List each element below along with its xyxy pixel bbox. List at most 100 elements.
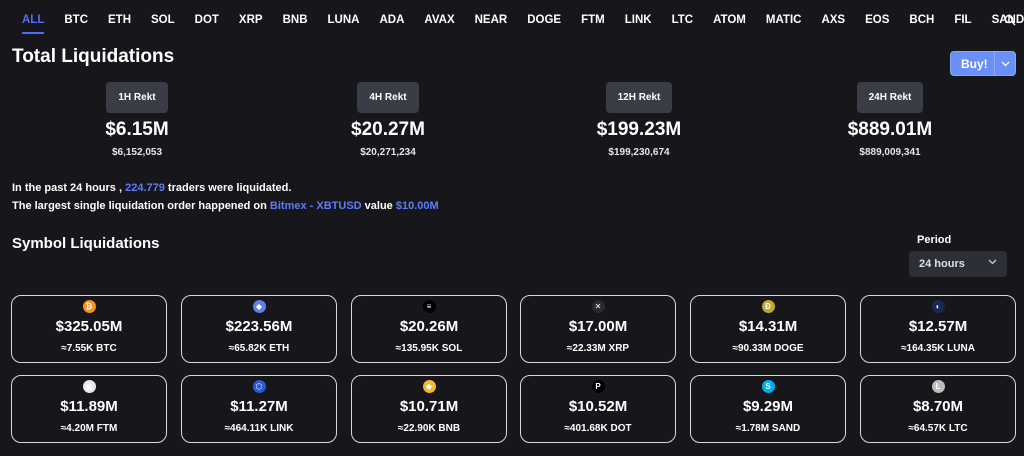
tab-eos[interactable]: EOS bbox=[865, 14, 890, 26]
tab-sand[interactable]: SAND bbox=[991, 14, 1024, 26]
liquidation-card[interactable]: ◐ $12.57M ≈164.35K LUNA bbox=[860, 295, 1016, 363]
tab-ftm[interactable]: FTM bbox=[581, 14, 605, 26]
tab-ltc[interactable]: LTC bbox=[671, 14, 694, 26]
traders-liquidated-text: In the past 24 hours , 224.779 traders w… bbox=[12, 182, 291, 194]
card-quantity: ≈22.90K BNB bbox=[397, 423, 461, 434]
tab-matic[interactable]: MATIC bbox=[765, 14, 802, 26]
section-title: Symbol Liquidations bbox=[12, 235, 160, 252]
largest-order-value: $10.00M bbox=[395, 200, 439, 212]
buy-button-label: Buy! bbox=[961, 56, 988, 71]
traders-count: 224.779 bbox=[125, 182, 165, 194]
tab-eth[interactable]: ETH bbox=[108, 14, 131, 26]
luna-icon: ◐ bbox=[931, 300, 945, 313]
rekt-period-label: 24H Rekt bbox=[856, 82, 924, 113]
tab-xrp[interactable]: XRP bbox=[238, 14, 263, 26]
largest-liquidation-text: The largest single liquidation order hap… bbox=[12, 200, 439, 212]
card-amount: $11.27M bbox=[230, 398, 288, 415]
rekt-period-label: 4H Rekt bbox=[357, 82, 419, 113]
bitcoin-icon: ₿ bbox=[82, 300, 96, 313]
period-select[interactable]: 24 hours bbox=[909, 251, 1007, 277]
ethereum-icon: ◆ bbox=[252, 300, 266, 313]
search-icon[interactable] bbox=[1004, 14, 1016, 26]
info-line2-mid: value bbox=[364, 200, 393, 212]
tab-atom[interactable]: ATOM bbox=[713, 14, 746, 26]
card-amount: $20.26M bbox=[399, 318, 459, 335]
rekt-amount: $6.15M bbox=[105, 119, 169, 140]
period-value: 24 hours bbox=[919, 258, 965, 270]
card-quantity: ≈4.20M FTM bbox=[60, 423, 118, 434]
rekt-1h: 1H Rekt $6.15M $6,152,053 bbox=[57, 82, 217, 158]
chevron-down-icon[interactable] bbox=[995, 61, 1015, 67]
liquidation-card[interactable]: P $10.52M ≈401.68K DOT bbox=[520, 375, 676, 443]
dogecoin-icon: Ð bbox=[761, 300, 775, 313]
card-amount: $325.05M bbox=[55, 318, 123, 335]
rekt-exact: $6,152,053 bbox=[111, 147, 163, 158]
fantom-icon: ▣ bbox=[82, 380, 96, 393]
tab-bch[interactable]: BCH bbox=[909, 14, 935, 26]
period-label: Period bbox=[917, 234, 952, 246]
card-amount: $12.57M bbox=[908, 318, 968, 335]
card-amount: $10.52M bbox=[568, 398, 628, 415]
coin-tabs: ALL BTC ETH SOL DOT XRP BNB LUNA ADA AVA… bbox=[0, 0, 1024, 40]
tab-fil[interactable]: FIL bbox=[954, 14, 972, 26]
tab-axs[interactable]: AXS bbox=[821, 14, 846, 26]
info-line1-suffix: traders were liquidated. bbox=[167, 182, 292, 194]
rekt-exact: $199,230,674 bbox=[608, 147, 670, 158]
card-amount: $10.71M bbox=[399, 398, 459, 415]
liquidation-card[interactable]: Ð $14.31M ≈90.33M DOGE bbox=[690, 295, 846, 363]
rekt-12h: 12H Rekt $199.23M $199,230,674 bbox=[559, 82, 719, 158]
liquidation-card[interactable]: ✕ $17.00M ≈22.33M XRP bbox=[520, 295, 676, 363]
litecoin-icon: Ł bbox=[931, 380, 945, 393]
liquidation-card[interactable]: ⬡ $11.27M ≈464.11K LINK bbox=[181, 375, 337, 443]
liquidation-card[interactable]: ◆ $223.56M ≈65.82K ETH bbox=[181, 295, 337, 363]
info-line2-prefix: The largest single liquidation order hap… bbox=[12, 200, 267, 212]
buy-button[interactable]: Buy! bbox=[950, 51, 1016, 76]
solana-icon: ≡ bbox=[422, 300, 436, 313]
card-quantity: ≈164.35K LUNA bbox=[901, 343, 975, 354]
liquidation-card[interactable]: Ł $8.70M ≈64.57K LTC bbox=[860, 375, 1016, 443]
liquidation-card[interactable]: ◆ $10.71M ≈22.90K BNB bbox=[351, 375, 507, 443]
bnb-icon: ◆ bbox=[422, 380, 436, 393]
card-amount: $14.31M bbox=[738, 318, 798, 335]
card-quantity: ≈64.57K LTC bbox=[908, 423, 968, 434]
buy-button-divider bbox=[994, 51, 995, 76]
card-amount: $8.70M bbox=[912, 398, 964, 415]
rekt-amount: $889.01M bbox=[847, 119, 933, 140]
card-quantity: ≈464.11K LINK bbox=[224, 423, 294, 434]
xrp-icon: ✕ bbox=[591, 300, 605, 313]
card-quantity: ≈1.78M SAND bbox=[735, 423, 801, 434]
card-quantity: ≈135.95K SOL bbox=[395, 343, 463, 354]
chevron-down-icon bbox=[988, 259, 997, 265]
liquidation-card[interactable]: ≡ $20.26M ≈135.95K SOL bbox=[351, 295, 507, 363]
info-line1-prefix: In the past 24 hours , bbox=[12, 182, 123, 194]
rekt-4h: 4H Rekt $20.27M $20,271,234 bbox=[308, 82, 468, 158]
card-quantity: ≈7.55K BTC bbox=[61, 343, 117, 354]
sandbox-icon: S bbox=[761, 380, 775, 393]
exchange-link[interactable]: Bitmex - XBTUSD bbox=[269, 200, 362, 212]
tab-all[interactable]: ALL bbox=[12, 0, 54, 40]
rekt-period-label: 1H Rekt bbox=[106, 82, 168, 113]
tab-sol[interactable]: SOL bbox=[151, 14, 175, 26]
rekt-period-label: 12H Rekt bbox=[605, 82, 673, 113]
tab-avax[interactable]: AVAX bbox=[424, 14, 455, 26]
tab-dot[interactable]: DOT bbox=[194, 14, 219, 26]
card-amount: $9.29M bbox=[742, 398, 794, 415]
card-quantity: ≈22.33M XRP bbox=[566, 343, 630, 354]
liquidation-card[interactable]: ▣ $11.89M ≈4.20M FTM bbox=[11, 375, 167, 443]
liquidation-card[interactable]: ₿ $325.05M ≈7.55K BTC bbox=[11, 295, 167, 363]
tab-doge[interactable]: DOGE bbox=[527, 14, 562, 26]
tab-ada[interactable]: ADA bbox=[379, 14, 405, 26]
liquidation-card[interactable]: S $9.29M ≈1.78M SAND bbox=[690, 375, 846, 443]
tab-btc[interactable]: BTC bbox=[64, 14, 88, 26]
tab-bnb[interactable]: BNB bbox=[282, 14, 308, 26]
rekt-exact: $889,009,341 bbox=[859, 147, 921, 158]
page-title: Total Liquidations bbox=[12, 46, 175, 67]
tab-link[interactable]: LINK bbox=[624, 14, 652, 26]
polkadot-icon: P bbox=[591, 380, 605, 393]
card-amount: $223.56M bbox=[225, 318, 293, 335]
rekt-amount: $20.27M bbox=[351, 119, 425, 140]
chainlink-icon: ⬡ bbox=[252, 380, 266, 393]
tab-luna[interactable]: LUNA bbox=[327, 14, 360, 26]
tab-near[interactable]: NEAR bbox=[474, 14, 508, 26]
card-amount: $17.00M bbox=[568, 318, 628, 335]
